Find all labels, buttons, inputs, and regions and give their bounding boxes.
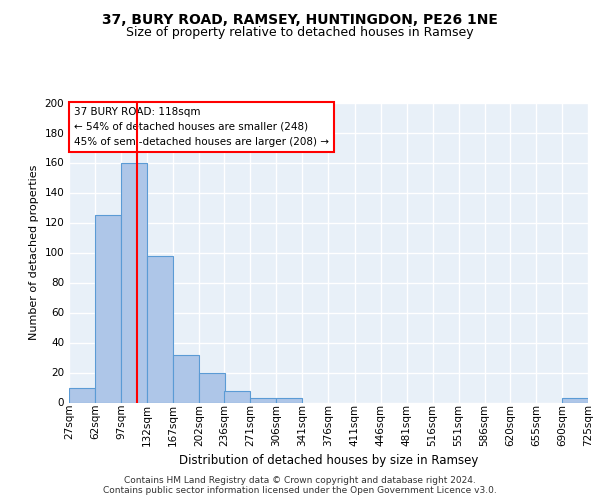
Bar — [69, 388, 95, 402]
Bar — [250, 398, 277, 402]
Text: 37 BURY ROAD: 118sqm
← 54% of detached houses are smaller (248)
45% of semi-deta: 37 BURY ROAD: 118sqm ← 54% of detached h… — [74, 107, 329, 146]
Bar — [224, 390, 250, 402]
Bar — [562, 398, 588, 402]
Bar — [95, 215, 121, 402]
Bar — [277, 398, 302, 402]
Bar — [147, 256, 173, 402]
Text: 37, BURY ROAD, RAMSEY, HUNTINGDON, PE26 1NE: 37, BURY ROAD, RAMSEY, HUNTINGDON, PE26 … — [102, 12, 498, 26]
Bar — [173, 354, 199, 403]
Text: Size of property relative to detached houses in Ramsey: Size of property relative to detached ho… — [126, 26, 474, 39]
Bar — [199, 372, 225, 402]
Bar — [121, 162, 147, 402]
X-axis label: Distribution of detached houses by size in Ramsey: Distribution of detached houses by size … — [179, 454, 478, 468]
Text: Contains HM Land Registry data © Crown copyright and database right 2024.
Contai: Contains HM Land Registry data © Crown c… — [103, 476, 497, 495]
Y-axis label: Number of detached properties: Number of detached properties — [29, 165, 39, 340]
